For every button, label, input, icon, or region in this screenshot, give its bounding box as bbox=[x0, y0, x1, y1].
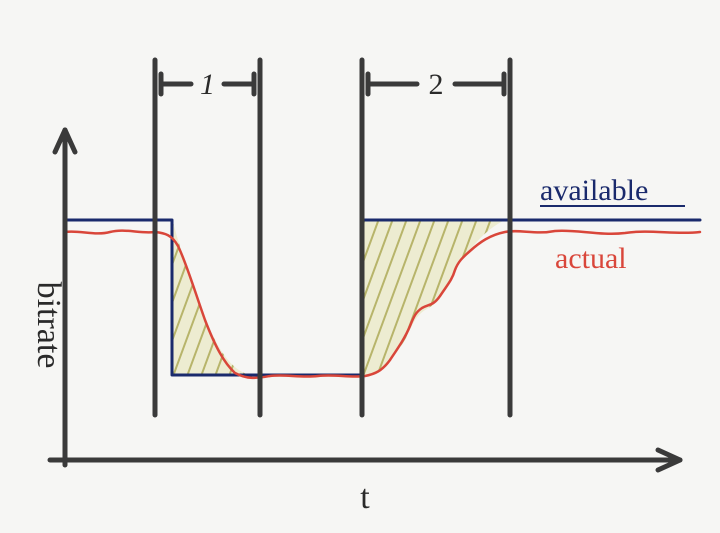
available-label: available bbox=[540, 174, 648, 207]
region-2-label: 2 bbox=[429, 68, 444, 101]
x-axis-label: t bbox=[360, 479, 370, 516]
y-axis-label: bitrate bbox=[30, 282, 67, 369]
actual-label: actual bbox=[555, 242, 627, 275]
region-1-label: 1 bbox=[200, 68, 215, 101]
hatched-region-2 bbox=[278, 216, 660, 379]
bitrate-diagram: 1 2 bitrate t available actual bbox=[0, 0, 720, 533]
